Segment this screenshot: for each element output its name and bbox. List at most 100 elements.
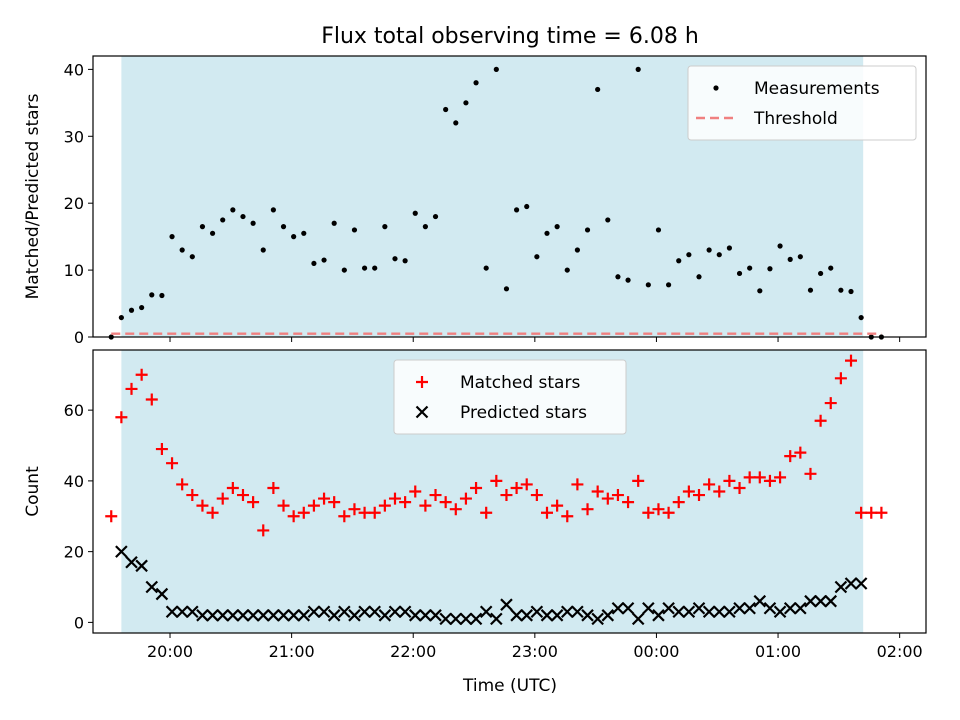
predicted-stars-point [794, 601, 807, 615]
measurements-point [726, 245, 733, 251]
predicted-stars-point [854, 577, 868, 590]
predicted-stars-point [307, 605, 321, 619]
y-tick-label: 10 [64, 261, 84, 280]
measurements-point [564, 267, 570, 273]
measurements-point [220, 217, 226, 223]
measurements-point [199, 224, 206, 230]
predicted-stars-point [297, 609, 311, 622]
matched-stars-point [470, 481, 483, 494]
predicted-stars-point [115, 545, 128, 558]
matched-stars-point [763, 474, 776, 487]
predicted-stars-point [196, 609, 209, 622]
predicted-stars-point [287, 609, 300, 622]
matched-stars-point [784, 450, 797, 463]
matched-stars-point [226, 481, 239, 494]
y-tick-label: 0 [74, 328, 84, 347]
measurements-point [787, 256, 793, 262]
matched-stars-point [236, 489, 249, 502]
measurements-point [818, 270, 824, 277]
matched-stars-point [378, 499, 391, 512]
predicted-stars-point [621, 601, 635, 615]
legend-label: Threshold [753, 109, 838, 129]
predicted-stars-point [814, 594, 827, 608]
y-tick-label: 20 [64, 543, 84, 562]
measurements-point [341, 267, 347, 273]
matched-stars-point [611, 489, 624, 502]
measurements-point [139, 304, 145, 311]
matched-stars-point [449, 503, 462, 516]
predicted-stars-point [256, 609, 270, 622]
predicted-stars-point [662, 601, 675, 615]
legend-measurements-swatch [713, 85, 719, 91]
x-tick-label: 01:00 [755, 642, 801, 661]
measurements-point [250, 220, 256, 226]
predicted-stars-point [186, 605, 199, 619]
legend-box [687, 65, 917, 141]
measurements-point [209, 230, 216, 236]
matched-stars-point [297, 506, 310, 519]
matched-stars-point [115, 411, 128, 424]
measurements-point [716, 252, 722, 258]
measurements-point [260, 247, 266, 253]
predicted-stars-point [135, 559, 148, 573]
measurements-point [402, 258, 408, 264]
matched-stars-point [155, 443, 168, 456]
measurements-point [443, 106, 449, 113]
predicted-stars-point [753, 594, 767, 608]
measurements-point [361, 265, 368, 271]
measurements-point [280, 224, 287, 230]
predicted-stars-point [490, 612, 503, 626]
y-axis-label: Matched/Predicted stars [23, 93, 43, 299]
predicted-stars-point [338, 605, 351, 619]
matched-stars-point [814, 414, 827, 427]
predicted-stars-point [165, 605, 179, 619]
matched-stars-point [358, 506, 371, 519]
measurements-point [453, 120, 459, 126]
measurements-point [169, 234, 175, 240]
matched-stars-point [865, 506, 878, 519]
matched-stars-point [672, 496, 685, 509]
measurements-point [615, 274, 621, 280]
axes-frame [92, 349, 927, 634]
measurements-point [503, 286, 510, 292]
predicted-stars-point [125, 555, 138, 569]
predicted-stars-point [327, 609, 341, 622]
matched-stars-point [196, 499, 209, 512]
matched-stars-point [824, 397, 837, 410]
measurements-point [149, 292, 155, 298]
matched-stars-point [753, 471, 766, 484]
measurements-point [179, 247, 185, 253]
x-tick-label: 23:00 [512, 642, 558, 661]
matched-stars-point [693, 489, 706, 502]
measurements-point [321, 257, 327, 263]
matched-stars-point [419, 499, 432, 512]
matched-stars-point [804, 467, 817, 480]
x-tick-label: 02:00 [877, 642, 923, 661]
matched-stars-point [176, 478, 189, 491]
predicted-stars-point [449, 612, 463, 626]
predicted-stars-point [459, 612, 473, 626]
x-tick-label: 20:00 [147, 642, 193, 661]
predicted-stars-point [226, 609, 240, 622]
measurements-point [736, 270, 743, 277]
measurements-point [513, 207, 520, 213]
matched-stars-point [662, 506, 675, 519]
predicted-stars-point [317, 605, 331, 619]
top-panel: 0 10 20 30 40 Matched/Predicted stars Measurem… [23, 55, 927, 347]
legend: Measurements Threshold [687, 65, 917, 141]
legend-label: Measurements [754, 79, 880, 99]
matched-stars-point [388, 492, 401, 505]
matched-stars-point [743, 471, 756, 484]
predicted-stars-point [824, 594, 838, 608]
measurements-point [605, 217, 611, 223]
predicted-stars-point [206, 609, 219, 622]
matched-stars-point [581, 503, 594, 516]
y-tick-label: 40 [64, 60, 84, 79]
matched-stars-point [855, 506, 868, 519]
x-tick-label: 22:00 [390, 642, 436, 661]
measurements-point [493, 66, 499, 72]
measurements-point [747, 265, 753, 271]
predicted-stars-point [155, 587, 169, 601]
matched-stars-point [733, 481, 746, 494]
